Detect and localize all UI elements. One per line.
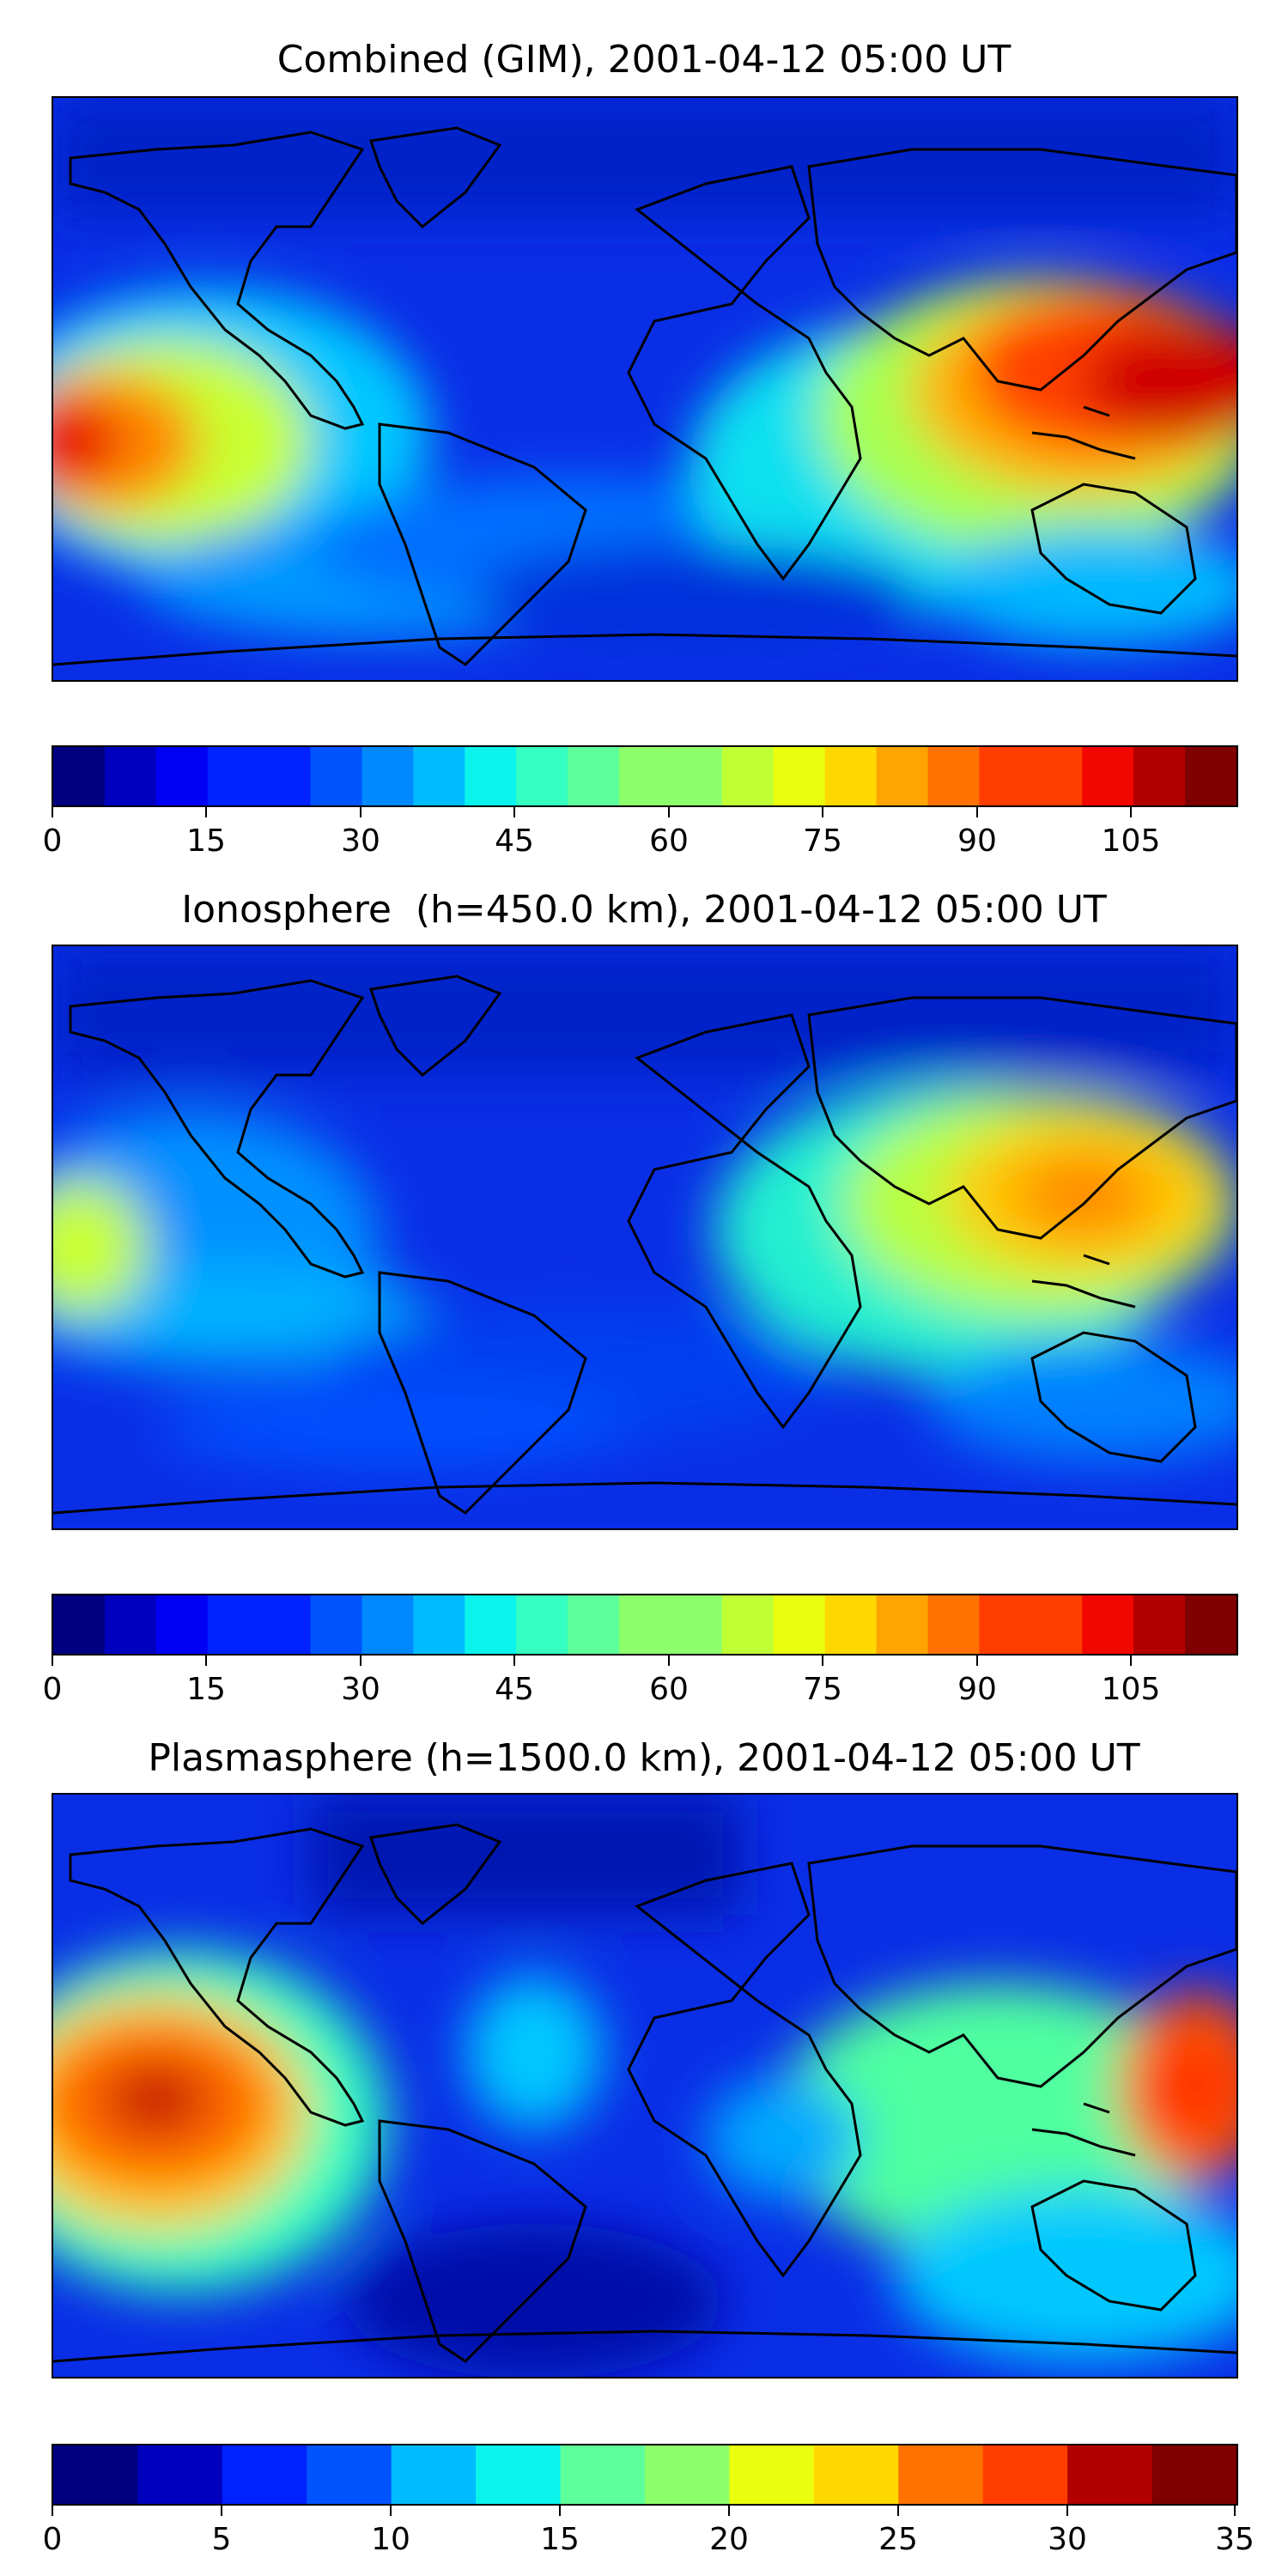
tick-label: 60: [649, 1672, 689, 1707]
colorbar-segment: [927, 1595, 981, 1654]
colorbar-segment: [516, 1595, 568, 1654]
tick-label: 30: [341, 1672, 380, 1707]
colorbar-segment: [824, 1595, 878, 1654]
tick-label: 45: [495, 823, 534, 859]
colorbar-segment: [465, 1595, 517, 1654]
colorbar-segment: [1133, 747, 1186, 805]
colorbar-segment: [670, 1595, 723, 1654]
colorbar-segment: [721, 747, 775, 805]
tick-label: 20: [709, 2522, 749, 2557]
map-combined: [52, 96, 1238, 682]
colorbar-segment: [1151, 2445, 1236, 2504]
colorbar-segment: [773, 747, 826, 805]
colorbar-segment: [361, 747, 414, 805]
colorbar-segment: [876, 1595, 929, 1654]
colorbar-segment: [476, 2445, 562, 2504]
colorbar-segment: [619, 747, 671, 805]
colorbar-segment: [310, 747, 363, 805]
colorbar-segment: [1133, 1595, 1186, 1654]
colorbar-segment: [773, 1595, 826, 1654]
tick-label: 15: [186, 1672, 226, 1707]
colorbar-segment: [222, 2445, 307, 2504]
panel-title-ionosphere: Ionosphere (h=450.0 km), 2001-04-12 05:0…: [181, 888, 1107, 932]
colorbar-segment: [465, 747, 517, 805]
panel-title-plasmasphere: Plasmasphere (h=1500.0 km), 2001-04-12 0…: [148, 1736, 1140, 1780]
tick-label: 105: [1101, 1672, 1161, 1707]
tick-label: 30: [1048, 2522, 1087, 2557]
colorbar-segment: [979, 747, 1031, 805]
colorbar-segment: [824, 747, 878, 805]
colorbar-segment: [1082, 747, 1134, 805]
colorbar-segment: [516, 747, 568, 805]
colorbar-segment: [53, 1595, 106, 1654]
colorbar-ionosphere: [52, 1594, 1238, 1656]
colorbar-segment: [104, 747, 157, 805]
colorbar-segment: [876, 747, 929, 805]
colorbar-segment: [568, 1595, 620, 1654]
colorbar-segment: [258, 1595, 312, 1654]
colorbar-segment: [53, 747, 106, 805]
colorbar-segment: [729, 2445, 815, 2504]
colorbar-segment: [53, 2445, 139, 2504]
panel-title-combined: Combined (GIM), 2001-04-12 05:00 UT: [276, 38, 1012, 82]
colorbar-segment: [898, 2445, 984, 2504]
colorbar-segment: [361, 1595, 414, 1654]
colorbar-segment: [207, 747, 260, 805]
tick-label: 15: [186, 823, 226, 859]
colorbar-segment: [670, 747, 723, 805]
colorbar-segment: [307, 2445, 392, 2504]
colorbar-ticks-plasmasphere: 0 5 10 15 20 25 30 35: [43, 2506, 1255, 2557]
tick-label: 0: [42, 1672, 63, 1707]
map-plasmasphere: [52, 1793, 1238, 2379]
colorbar-segment: [310, 1595, 363, 1654]
tick-label: 105: [1101, 823, 1161, 859]
colorbar-segment: [813, 2445, 899, 2504]
colorbar-segment: [1030, 1595, 1083, 1654]
colorbar-segment: [619, 1595, 671, 1654]
colorbar-segment: [1185, 747, 1236, 805]
tick-label: 25: [878, 2522, 918, 2557]
tick-label: 90: [957, 823, 997, 859]
colorbar-segment: [413, 747, 465, 805]
colorbar-segment: [155, 747, 209, 805]
tick-label: 35: [1215, 2522, 1255, 2557]
colorbar-segment: [413, 1595, 465, 1654]
colorbar-segment: [1185, 1595, 1236, 1654]
tick-label: 5: [211, 2522, 232, 2557]
colorbar-segment: [568, 747, 620, 805]
colorbar-plasmasphere: [52, 2444, 1238, 2506]
tick-label: 0: [42, 2522, 63, 2557]
colorbar-segment: [391, 2445, 477, 2504]
tick-label: 30: [341, 823, 380, 859]
tick-label: 45: [495, 1672, 534, 1707]
colorbar-segment: [137, 2445, 223, 2504]
colorbar-segment: [258, 747, 312, 805]
tick-label: 0: [42, 823, 63, 859]
colorbar-segment: [104, 1595, 157, 1654]
tick-label: 75: [803, 823, 842, 859]
colorbar-segment: [927, 747, 981, 805]
colorbar-segment: [721, 1595, 775, 1654]
colorbar-segment: [207, 1595, 260, 1654]
colorbar-segment: [979, 1595, 1031, 1654]
colorbar-segment: [645, 2445, 731, 2504]
colorbar-combined: [52, 745, 1238, 807]
colorbar-segment: [982, 2445, 1068, 2504]
map-ionosphere: [52, 945, 1238, 1530]
colorbar-segment: [1082, 1595, 1134, 1654]
tick-label: 75: [803, 1672, 842, 1707]
colorbar-segment: [1067, 2445, 1153, 2504]
tick-label: 60: [649, 823, 689, 859]
colorbar-segment: [1030, 747, 1083, 805]
tick-label: 10: [371, 2522, 410, 2557]
colorbar-segment: [560, 2445, 646, 2504]
colorbar-ticks-ionosphere: 0 15 30 45 60 75 90 105: [43, 1656, 1236, 1707]
colorbar-segment: [155, 1595, 209, 1654]
tick-label: 90: [957, 1672, 997, 1707]
colorbar-ticks-combined: 0 15 30 45 60 75 90 105: [43, 807, 1236, 859]
tick-label: 15: [540, 2522, 580, 2557]
